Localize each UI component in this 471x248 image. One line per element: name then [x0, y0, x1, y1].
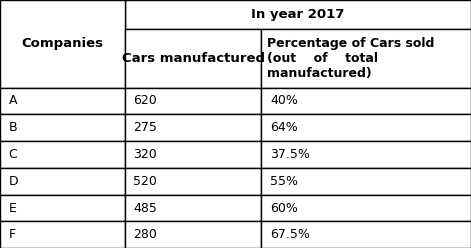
Text: B: B	[8, 121, 17, 134]
Text: 275: 275	[133, 121, 157, 134]
Text: D: D	[8, 175, 18, 188]
Bar	[125, 141, 261, 168]
Bar	[125, 114, 261, 141]
Text: Companies: Companies	[21, 37, 104, 50]
Bar	[125, 221, 261, 248]
Text: F: F	[8, 228, 16, 241]
Text: A: A	[8, 94, 17, 107]
Text: 67.5%: 67.5%	[270, 228, 310, 241]
Text: 64%: 64%	[270, 121, 298, 134]
Bar	[261, 29, 471, 88]
Text: 320: 320	[133, 148, 157, 161]
Bar	[125, 195, 261, 221]
Bar	[261, 141, 471, 168]
Text: Percentage of Cars sold
(out    of    total
manufactured): Percentage of Cars sold (out of total ma…	[267, 37, 434, 80]
Bar	[261, 168, 471, 195]
Bar	[0, 88, 125, 114]
Bar	[261, 88, 471, 114]
Bar	[0, 0, 125, 88]
Text: Cars manufactured: Cars manufactured	[122, 52, 265, 65]
Bar	[0, 141, 125, 168]
Bar	[261, 221, 471, 248]
Text: 620: 620	[133, 94, 157, 107]
Bar	[125, 88, 261, 114]
Bar	[261, 114, 471, 141]
Bar	[0, 221, 125, 248]
Bar	[261, 195, 471, 221]
Text: 37.5%: 37.5%	[270, 148, 310, 161]
Text: 60%: 60%	[270, 202, 298, 215]
Text: 40%: 40%	[270, 94, 298, 107]
Bar	[125, 0, 471, 29]
Bar	[125, 29, 261, 88]
Bar	[0, 195, 125, 221]
Bar	[0, 114, 125, 141]
Bar	[0, 168, 125, 195]
Bar	[125, 168, 261, 195]
Text: 520: 520	[133, 175, 157, 188]
Text: 485: 485	[133, 202, 157, 215]
Text: 280: 280	[133, 228, 157, 241]
Text: 55%: 55%	[270, 175, 298, 188]
Text: In year 2017: In year 2017	[251, 8, 345, 21]
Text: E: E	[8, 202, 16, 215]
Text: C: C	[8, 148, 17, 161]
